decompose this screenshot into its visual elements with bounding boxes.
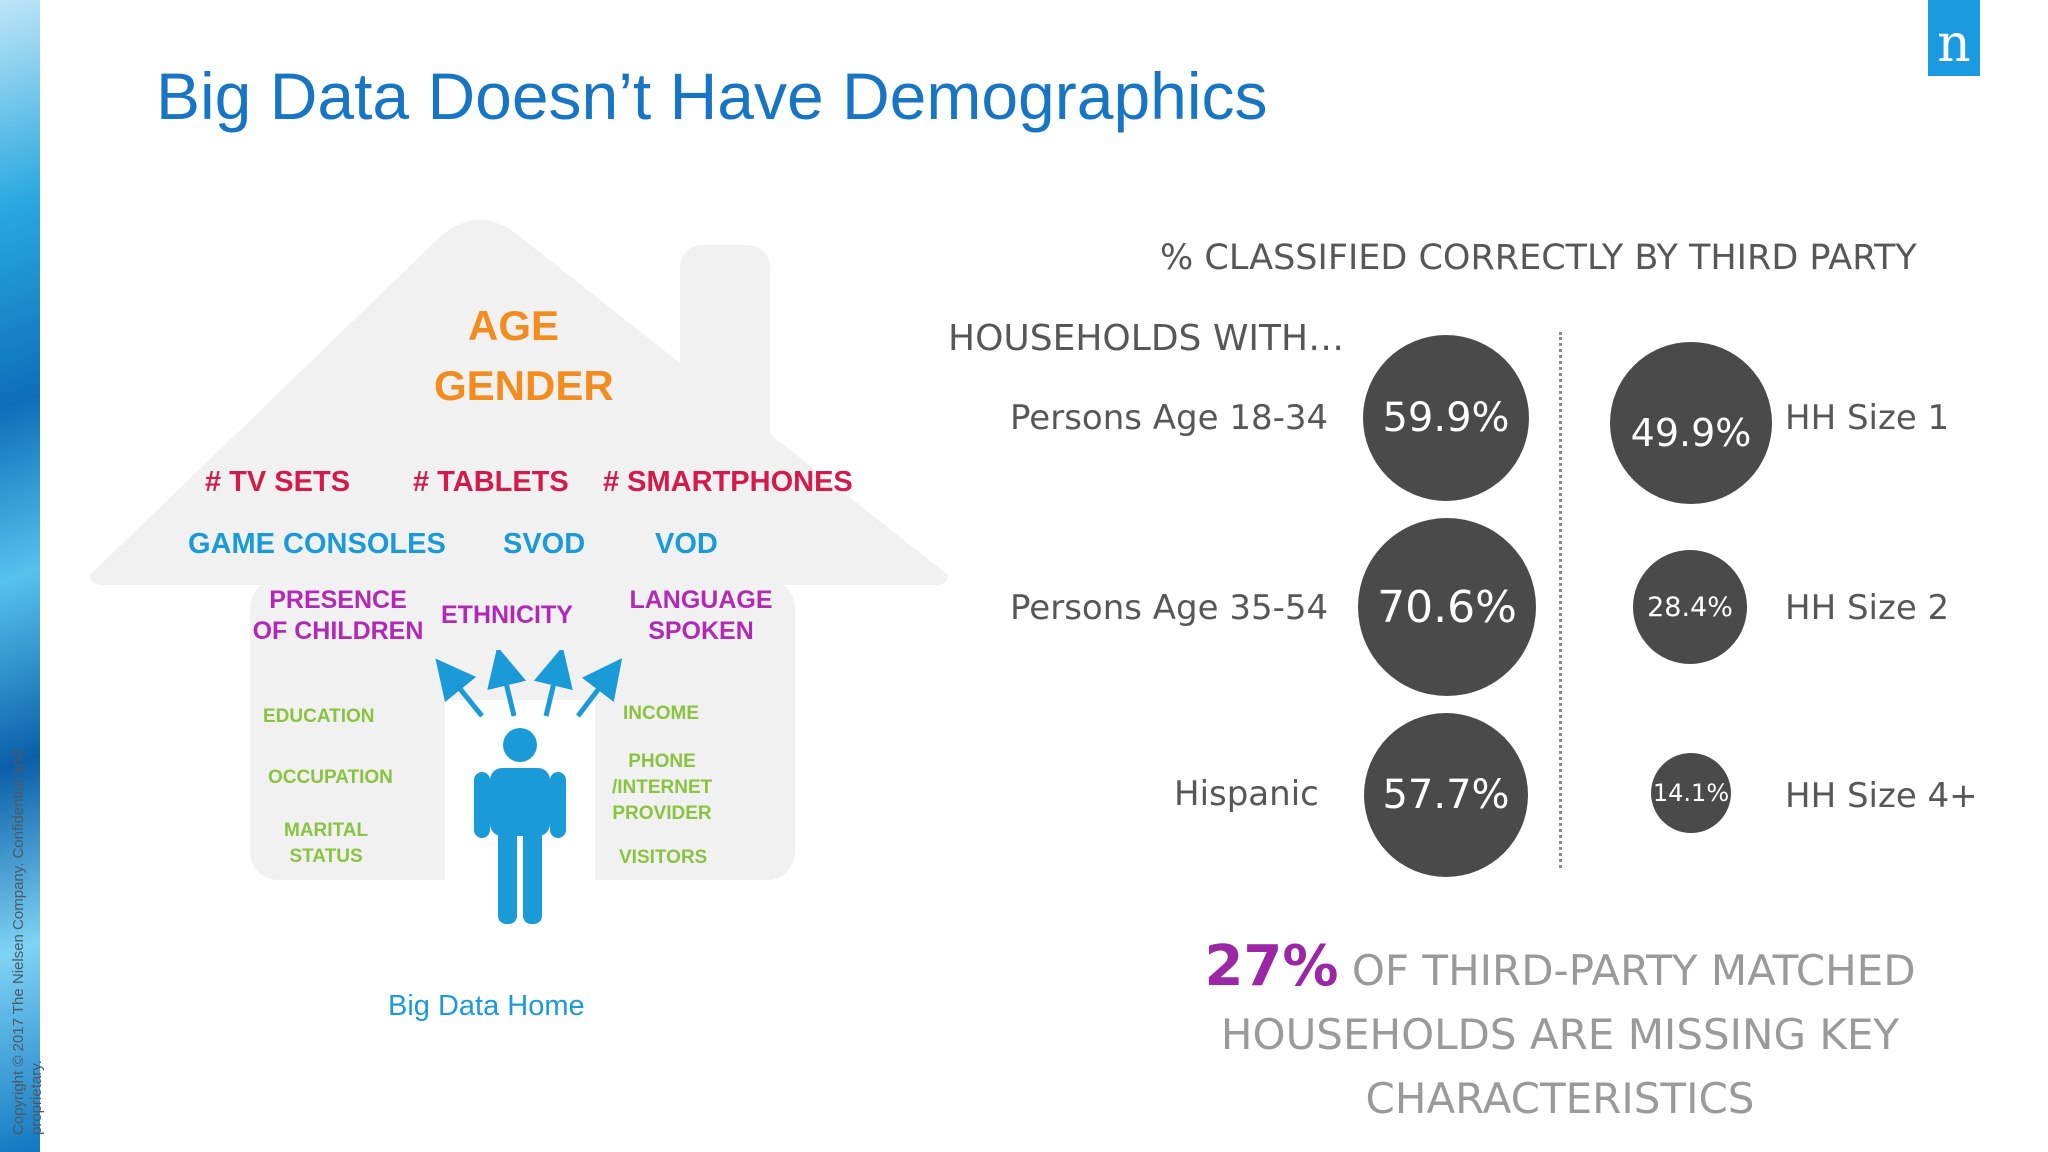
panel-heading: % CLASSIFIED CORRECTLY BY THIRD PARTY [1160,238,1917,278]
nielsen-logo: n [1928,0,1980,76]
tv-sets-label: # TV SETS [205,466,351,498]
ethnicity-label: ETHNICITY [441,601,573,629]
value-circle-hh-size-4plus: 14.1% [1651,753,1731,833]
callout-percent: 27% [1204,934,1339,999]
education-label: EDUCATION [263,706,375,727]
vod-label: VOD [655,528,718,560]
summary-callout: 27% OF THIRD-PARTY MATCHED HOUSEHOLDS AR… [1160,935,1960,1131]
decorative-side-strip [0,0,40,1152]
gender-label: GENDER [434,362,614,409]
copyright-notice: Copyright © 2017 The Nielsen Company. Co… [10,750,45,1135]
row-label-age-18-34: Persons Age 18-34 [1010,398,1329,438]
income-label: INCOME [623,703,699,724]
presence-of-children-label: PRESENCE OF CHILDREN [252,586,424,645]
visitors-label: VISITORS [619,847,708,868]
phone-internet-provider-label: PHONE /INTERNET PROVIDER [612,751,713,824]
game-consoles-label: GAME CONSOLES [188,528,446,560]
svod-label: SVOD [503,528,586,560]
occupation-label: OCCUPATION [268,767,393,788]
marital-status-label: MARITAL STATUS [284,820,369,867]
callout-line-2: HOUSEHOLDS ARE MISSING KEY [1220,1010,1900,1059]
callout-line-1: OF THIRD-PARTY MATCHED [1351,946,1916,995]
row-label-hispanic: Hispanic [1174,774,1319,814]
page-title: Big Data Doesn’t Have Demographics [156,59,1268,133]
value-circle-age-18-34: 59.9% [1363,335,1529,501]
value-circle-age-35-54: 70.6% [1358,518,1536,696]
arrows-graphic [435,650,623,718]
row-label-hh-size-4plus: HH Size 4+ [1785,776,1978,816]
callout-line-3: CHARACTERISTICS [1365,1074,1755,1123]
language-spoken-label: LANGUAGE SPOKEN [629,586,773,645]
smartphones-label: # SMARTPHONES [603,466,853,498]
house-caption: Big Data Home [388,990,585,1022]
value-circle-hh-size-1: 49.9% [1610,342,1772,504]
column-divider [1559,332,1562,868]
tablets-label: # TABLETS [413,466,569,498]
value-circle-hispanic: 57.7% [1364,713,1528,877]
age-label: AGE [468,302,560,349]
households-with-label: HOUSEHOLDS WITH… [948,318,1345,359]
row-label-hh-size-2: HH Size 2 [1785,588,1950,628]
row-label-age-35-54: Persons Age 35-54 [1010,588,1329,628]
value-circle-hh-size-2: 28.4% [1633,550,1747,664]
row-label-hh-size-1: HH Size 1 [1785,398,1950,438]
person-icon [474,728,566,924]
